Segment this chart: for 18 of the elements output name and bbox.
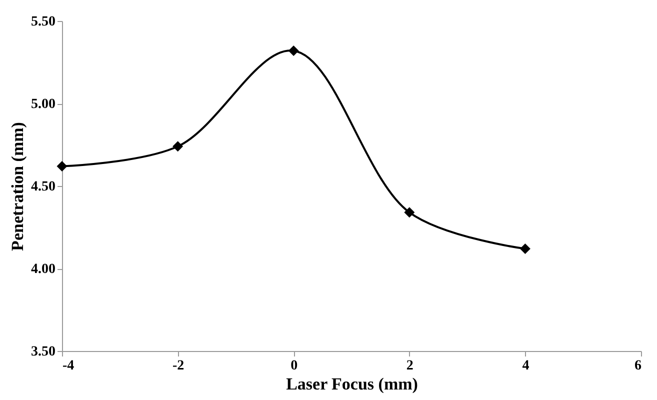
y-tick-label: 4.50 — [31, 180, 56, 194]
y-tick-label: 5.50 — [31, 14, 56, 30]
point — [172, 141, 184, 152]
x-tick-label: 6 — [634, 358, 642, 374]
point — [288, 45, 299, 56]
y-axis-title: Penetration (mm) — [8, 122, 27, 251]
point — [56, 160, 68, 172]
point — [520, 243, 530, 254]
y-tick-label: 3.50 — [31, 344, 56, 360]
x-tick-label: 2 — [406, 358, 414, 374]
x-tick-label: 0 — [290, 358, 298, 374]
y-tick-label: 4.00 — [31, 262, 56, 277]
y-tick-label: 5.00 — [31, 97, 56, 112]
x-axis-title: Laser Focus (mm) — [286, 374, 418, 394]
x-tick-label: -4 — [62, 358, 74, 374]
x-tick-label: 4 — [522, 358, 530, 374]
x-tick-label: -2 — [172, 358, 184, 374]
point — [404, 207, 415, 218]
